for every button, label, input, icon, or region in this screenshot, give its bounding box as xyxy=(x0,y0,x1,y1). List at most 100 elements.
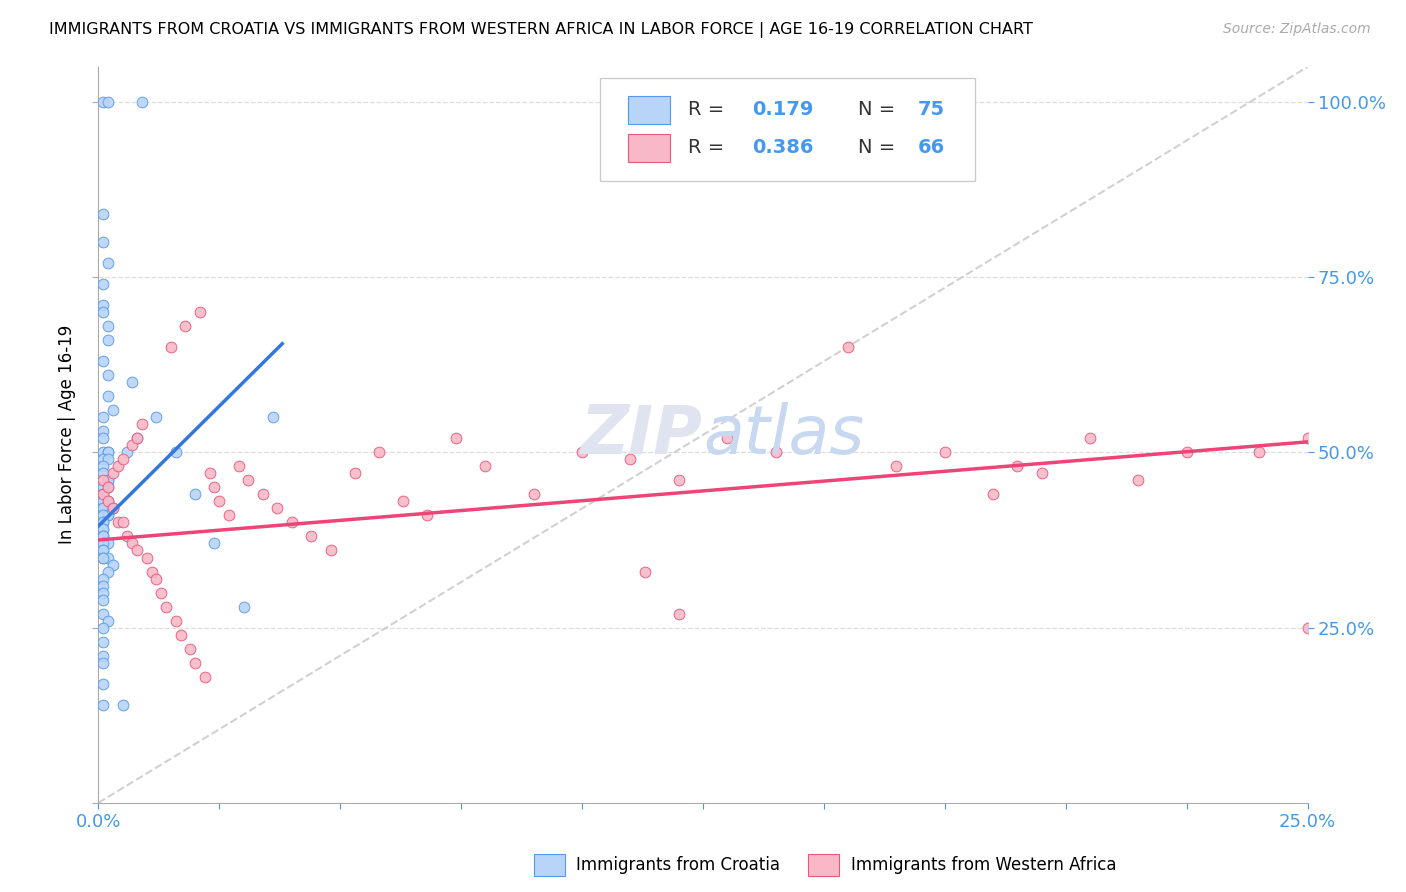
Text: R =: R = xyxy=(689,138,724,157)
FancyBboxPatch shape xyxy=(628,95,671,124)
Point xyxy=(1249,445,1271,459)
Point xyxy=(91,516,114,530)
Point xyxy=(184,487,207,501)
Point xyxy=(392,494,415,508)
Point xyxy=(1078,431,1101,445)
Point xyxy=(91,698,114,712)
Point xyxy=(131,95,153,109)
Point xyxy=(97,95,120,109)
Text: 0.179: 0.179 xyxy=(752,100,814,120)
Point xyxy=(981,487,1004,501)
Point xyxy=(101,558,124,572)
Point xyxy=(117,529,139,543)
Point xyxy=(634,565,657,579)
Point xyxy=(619,452,641,467)
Point xyxy=(111,516,134,530)
Point xyxy=(121,438,143,452)
Point xyxy=(97,614,120,628)
Point xyxy=(91,501,114,516)
Point xyxy=(91,474,114,488)
Point xyxy=(101,501,124,516)
Point xyxy=(343,467,366,481)
Point xyxy=(160,340,183,354)
Point xyxy=(101,501,124,516)
Point xyxy=(101,467,124,481)
Point xyxy=(91,467,114,481)
Point xyxy=(145,572,167,586)
Point xyxy=(165,614,187,628)
Point xyxy=(91,676,114,690)
Point xyxy=(228,459,250,474)
Point xyxy=(668,474,690,488)
Point xyxy=(127,543,149,558)
Text: IMMIGRANTS FROM CROATIA VS IMMIGRANTS FROM WESTERN AFRICA IN LABOR FORCE | AGE 1: IMMIGRANTS FROM CROATIA VS IMMIGRANTS FR… xyxy=(49,22,1033,38)
Point xyxy=(131,417,153,432)
Point xyxy=(97,445,120,459)
Text: Source: ZipAtlas.com: Source: ZipAtlas.com xyxy=(1223,22,1371,37)
Point xyxy=(91,550,114,565)
Point xyxy=(91,536,114,550)
Point xyxy=(474,459,496,474)
Point xyxy=(117,445,139,459)
Point xyxy=(145,410,167,425)
Point xyxy=(97,256,120,270)
Y-axis label: In Labor Force | Age 16-19: In Labor Force | Age 16-19 xyxy=(58,326,76,544)
Point xyxy=(1031,467,1053,481)
Point xyxy=(299,529,322,543)
Point xyxy=(91,550,114,565)
Point xyxy=(266,501,288,516)
Point xyxy=(188,305,211,319)
Point xyxy=(194,670,217,684)
Point xyxy=(716,431,738,445)
Point xyxy=(91,648,114,663)
Point xyxy=(97,480,120,494)
Point xyxy=(238,474,260,488)
Point xyxy=(198,467,221,481)
Point xyxy=(91,572,114,586)
Point xyxy=(97,508,120,523)
Point xyxy=(91,487,114,501)
Point xyxy=(319,543,342,558)
Point xyxy=(97,494,120,508)
Point xyxy=(91,354,114,368)
Text: R =: R = xyxy=(689,100,724,120)
Point xyxy=(208,494,231,508)
Point xyxy=(135,550,157,565)
Point xyxy=(281,516,304,530)
Point xyxy=(97,536,120,550)
Point xyxy=(91,578,114,592)
Point xyxy=(127,431,149,445)
Point xyxy=(97,368,120,383)
Point xyxy=(204,536,226,550)
Point xyxy=(91,298,114,312)
Point xyxy=(91,516,114,530)
Point xyxy=(111,698,134,712)
Point xyxy=(91,607,114,621)
Point xyxy=(416,508,439,523)
Point xyxy=(91,523,114,537)
Point xyxy=(668,607,690,621)
Point xyxy=(218,508,240,523)
Point xyxy=(91,656,114,670)
Point xyxy=(91,494,114,508)
Text: N =: N = xyxy=(858,100,896,120)
Point xyxy=(97,550,120,565)
Point xyxy=(97,474,120,488)
Point xyxy=(232,599,254,614)
Point xyxy=(91,207,114,221)
Point xyxy=(91,523,114,537)
Point xyxy=(765,445,787,459)
Point xyxy=(91,277,114,292)
Point xyxy=(934,445,956,459)
Point xyxy=(155,599,177,614)
Point xyxy=(523,487,546,501)
Point xyxy=(91,235,114,249)
Point xyxy=(1007,459,1029,474)
Point xyxy=(91,459,114,474)
Point xyxy=(97,508,120,523)
Point xyxy=(97,565,120,579)
Point xyxy=(165,445,187,459)
Point xyxy=(97,480,120,494)
Point xyxy=(1175,445,1198,459)
Point xyxy=(368,445,391,459)
